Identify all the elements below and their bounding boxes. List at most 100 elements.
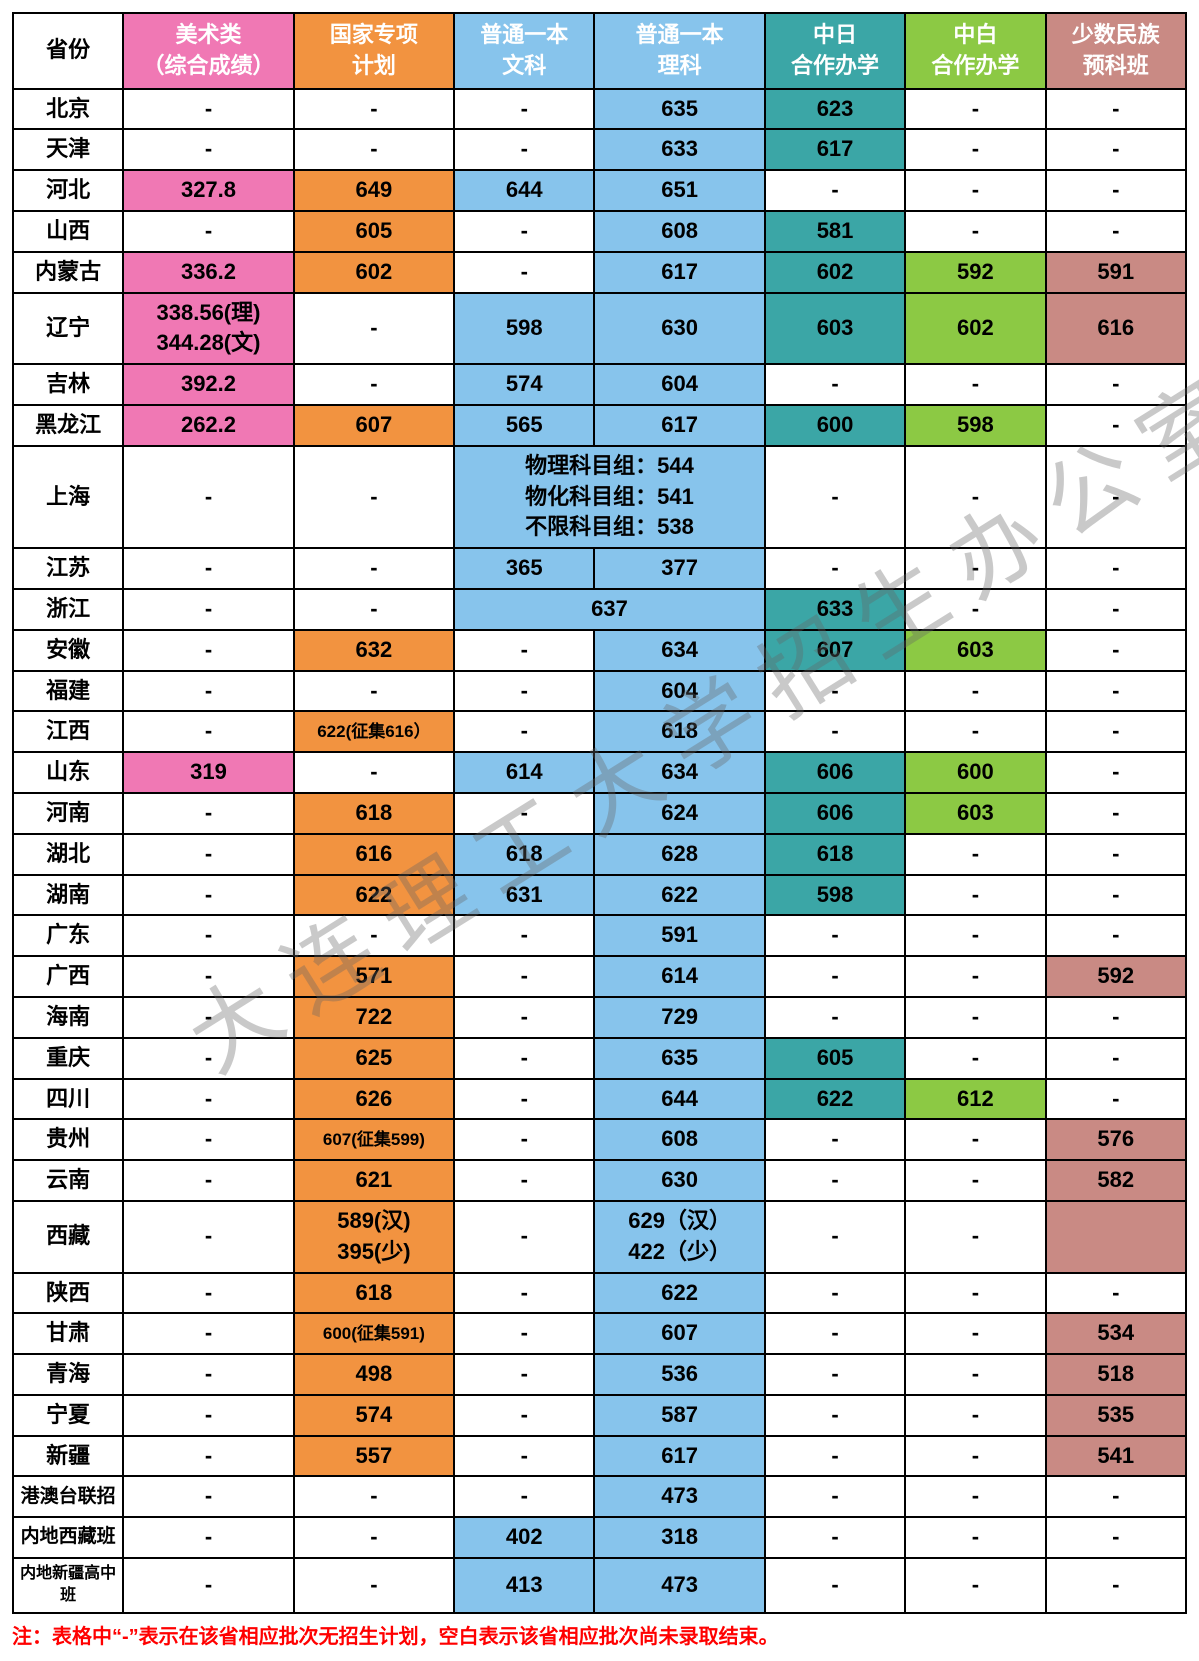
data-cell: -: [454, 1201, 594, 1273]
data-cell: -: [765, 956, 905, 997]
data-cell: 473: [594, 1558, 764, 1613]
col-header-minority: 少数民族 预科班: [1046, 13, 1186, 89]
data-cell: 物理科目组：544 物化科目组：541 不限科目组：538: [454, 446, 765, 548]
data-cell: 622: [765, 1079, 905, 1120]
data-cell: -: [765, 1476, 905, 1517]
data-cell: -: [454, 89, 594, 130]
data-cell: 392.2: [123, 364, 293, 405]
data-cell: -: [123, 1436, 293, 1477]
data-cell: -: [454, 129, 594, 170]
data-cell: -: [905, 1160, 1045, 1201]
data-cell: 623: [765, 89, 905, 130]
province-cell: 黑龙江: [13, 405, 123, 446]
data-cell: 576: [1046, 1119, 1186, 1160]
data-cell: 632: [294, 630, 454, 671]
province-cell: 重庆: [13, 1038, 123, 1079]
data-cell: -: [1046, 875, 1186, 916]
data-cell: 618: [454, 834, 594, 875]
data-cell: -: [765, 1160, 905, 1201]
table-row: 上海--物理科目组：544 物化科目组：541 不限科目组：538---: [13, 446, 1186, 548]
data-cell: 582: [1046, 1160, 1186, 1201]
data-cell: -: [454, 1273, 594, 1314]
data-cell: -: [905, 1395, 1045, 1436]
data-cell: -: [905, 875, 1045, 916]
data-cell: 598: [454, 293, 594, 365]
data-cell: -: [123, 1201, 293, 1273]
data-cell: 600: [765, 405, 905, 446]
data-cell: 649: [294, 170, 454, 211]
data-cell: 534: [1046, 1313, 1186, 1354]
data-cell: -: [905, 1354, 1045, 1395]
data-cell: 624: [594, 793, 764, 834]
data-cell: -: [123, 1517, 293, 1558]
table-row: 西藏-589(汉) 395(少)-629（汉） 422（少）--: [13, 1201, 1186, 1273]
province-cell: 上海: [13, 446, 123, 548]
data-cell: 606: [765, 793, 905, 834]
data-cell: 622: [594, 1273, 764, 1314]
data-cell: 327.8: [123, 170, 293, 211]
data-cell: -: [1046, 548, 1186, 589]
province-cell: 新疆: [13, 1436, 123, 1477]
province-cell: 西藏: [13, 1201, 123, 1273]
data-cell: -: [905, 671, 1045, 712]
data-cell: 606: [765, 752, 905, 793]
data-cell: 591: [1046, 252, 1186, 293]
data-cell: 621: [294, 1160, 454, 1201]
data-cell: -: [905, 129, 1045, 170]
data-cell: 633: [765, 589, 905, 630]
data-cell: 644: [454, 170, 594, 211]
table-row: 黑龙江262.2607565617600598-: [13, 405, 1186, 446]
data-cell: -: [1046, 915, 1186, 956]
data-cell: -: [454, 1079, 594, 1120]
data-cell: 622(征集616）: [294, 711, 454, 752]
table-row: 四川-626-644622612-: [13, 1079, 1186, 1120]
table-row: 贵州-607(征集599)-608--576: [13, 1119, 1186, 1160]
data-cell: -: [1046, 405, 1186, 446]
data-cell: 622: [594, 875, 764, 916]
province-cell: 江苏: [13, 548, 123, 589]
table-row: 青海-498-536--518: [13, 1354, 1186, 1395]
data-cell: -: [454, 1354, 594, 1395]
data-cell: 722: [294, 997, 454, 1038]
data-cell: -: [123, 1558, 293, 1613]
data-cell: -: [1046, 1079, 1186, 1120]
data-cell: 473: [594, 1476, 764, 1517]
table-row: 浙江--637633--: [13, 589, 1186, 630]
province-cell: 安徽: [13, 630, 123, 671]
data-cell: -: [905, 211, 1045, 252]
data-cell: 319: [123, 752, 293, 793]
data-cell: 637: [454, 589, 765, 630]
data-cell: -: [454, 630, 594, 671]
province-cell: 天津: [13, 129, 123, 170]
data-cell: -: [765, 1273, 905, 1314]
table-row: 湖南-622631622598--: [13, 875, 1186, 916]
data-cell: -: [123, 1395, 293, 1436]
province-cell: 四川: [13, 1079, 123, 1120]
data-cell: -: [765, 1395, 905, 1436]
data-cell: 617: [594, 405, 764, 446]
data-cell: -: [1046, 89, 1186, 130]
data-cell: -: [905, 89, 1045, 130]
province-cell: 贵州: [13, 1119, 123, 1160]
data-cell: -: [905, 1201, 1045, 1273]
data-cell: -: [454, 1436, 594, 1477]
table-row: 江西-622(征集616）-618---: [13, 711, 1186, 752]
data-cell: 262.2: [123, 405, 293, 446]
table-row: 辽宁338.56(理) 344.28(文)-598630603602616: [13, 293, 1186, 365]
province-cell: 湖北: [13, 834, 123, 875]
province-cell: 河北: [13, 170, 123, 211]
data-cell: 635: [594, 1038, 764, 1079]
data-cell: -: [905, 1517, 1045, 1558]
data-cell: 729: [594, 997, 764, 1038]
data-cell: -: [765, 997, 905, 1038]
data-cell: 618: [294, 1273, 454, 1314]
data-cell: 603: [765, 293, 905, 365]
table-row: 安徽-632-634607603-: [13, 630, 1186, 671]
data-cell: -: [765, 1354, 905, 1395]
data-cell: -: [123, 1354, 293, 1395]
data-cell: 633: [594, 129, 764, 170]
data-cell: -: [905, 1436, 1045, 1477]
data-cell: -: [123, 1160, 293, 1201]
data-cell: -: [1046, 1517, 1186, 1558]
data-cell: -: [905, 1273, 1045, 1314]
